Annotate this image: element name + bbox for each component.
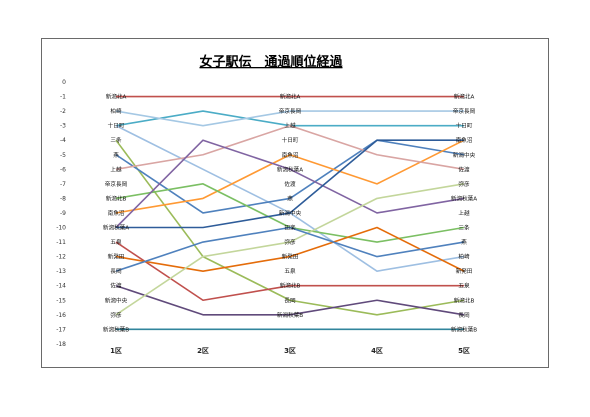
series-line bbox=[115, 226, 465, 272]
y-tick-label: -10 bbox=[56, 225, 66, 232]
data-label: 新潟北A bbox=[106, 93, 127, 101]
y-tick-label: -15 bbox=[56, 297, 66, 304]
chart-title: 女子駅伝 通過順位経過 bbox=[199, 54, 343, 70]
x-axis: 1区 2区 3区 4区 5区 bbox=[110, 347, 470, 355]
data-label: 南魚沼 bbox=[108, 209, 125, 217]
y-tick-label: -6 bbox=[60, 166, 66, 173]
y-tick-label: -1 bbox=[60, 94, 66, 101]
y-tick-label: -11 bbox=[56, 239, 66, 246]
y-tick-label: -13 bbox=[56, 268, 66, 275]
series-line bbox=[115, 110, 464, 127]
x-tick-label: 4区 bbox=[371, 347, 383, 355]
data-label: 上越 bbox=[284, 122, 296, 130]
y-tick-label: -17 bbox=[56, 326, 66, 333]
data-label: 新潟秋葉B bbox=[103, 325, 129, 333]
data-label: 燕 bbox=[113, 151, 119, 159]
data-label: 新潟秋葉B bbox=[277, 311, 303, 319]
data-label: 弥彦 bbox=[458, 180, 470, 188]
data-label: 佐渡 bbox=[110, 282, 122, 290]
data-label: 帝京長岡 bbox=[105, 180, 128, 188]
data-label: 三条 bbox=[458, 224, 470, 232]
data-label: 新発田 bbox=[282, 253, 299, 261]
y-tick-label: -2 bbox=[60, 108, 66, 115]
y-tick-label: -12 bbox=[56, 254, 66, 261]
y-tick-label: -8 bbox=[60, 195, 66, 202]
data-label: 長岡 bbox=[284, 297, 296, 304]
data-label: 三条 bbox=[110, 136, 122, 144]
series-line bbox=[115, 183, 465, 316]
y-tick-label: -7 bbox=[60, 181, 66, 188]
y-tick-label: -5 bbox=[60, 152, 66, 159]
y-tick-label: -16 bbox=[56, 312, 66, 319]
series-line bbox=[115, 241, 464, 302]
series-line bbox=[115, 139, 465, 316]
data-label: 帝京長岡 bbox=[453, 107, 476, 115]
data-label: 新潟秋葉B bbox=[451, 325, 477, 333]
data-label: 柏崎 bbox=[458, 253, 470, 261]
x-tick-label: 3区 bbox=[284, 347, 296, 355]
x-tick-label: 2区 bbox=[197, 347, 209, 355]
y-tick-label: 0 bbox=[62, 79, 66, 86]
data-label: 新潟中央 bbox=[279, 209, 302, 217]
data-label: 十日町 bbox=[282, 136, 299, 144]
data-label: 五泉 bbox=[458, 282, 470, 290]
data-label: 上越 bbox=[110, 165, 122, 173]
series-line bbox=[115, 139, 465, 214]
series-line bbox=[116, 139, 464, 229]
y-tick-label: -3 bbox=[60, 123, 66, 130]
series-lines bbox=[115, 95, 465, 331]
data-label: 柏崎 bbox=[110, 107, 122, 115]
y-axis: 0 -1 -2 -3 -4 -5 -6 -7 -8 -9 -10 -11 -12 -13 -14 -15 -16… bbox=[56, 79, 66, 348]
data-label: 長岡 bbox=[110, 268, 122, 275]
data-label: 新潟北B bbox=[280, 282, 301, 290]
data-label: 弥彦 bbox=[284, 238, 296, 246]
data-label: 帝京長岡 bbox=[279, 107, 302, 115]
data-label: 燕 bbox=[287, 194, 293, 202]
data-label: 五泉 bbox=[110, 238, 122, 246]
chart-svg: 女子駅伝 通過順位経過 0 -1 -2 -3 -4 -5 -6 -7 -8 -9 -10 -11 -12… bbox=[56, 54, 477, 355]
series-line bbox=[115, 139, 465, 214]
data-label: 佐渡 bbox=[458, 165, 470, 173]
data-label: 田楽 bbox=[284, 224, 296, 232]
data-label: 上越 bbox=[458, 209, 470, 217]
data-label: 新潟中央 bbox=[105, 296, 128, 304]
series-line bbox=[115, 226, 465, 272]
data-label: 新潟北B bbox=[454, 296, 475, 304]
chart-frame: 女子駅伝 通過順位経過 0 -1 -2 -3 -4 -5 -6 -7 -8 -9 -10 -11 -12… bbox=[41, 38, 549, 368]
x-tick-label: 1区 bbox=[110, 347, 122, 355]
data-label: 新潟北B bbox=[106, 194, 127, 202]
data-label: 南魚沼 bbox=[456, 136, 473, 144]
y-tick-label: -9 bbox=[60, 210, 66, 217]
data-label: 新潟秋葉A bbox=[451, 194, 477, 202]
series-line bbox=[115, 124, 465, 171]
data-label: 佐渡 bbox=[284, 180, 296, 188]
series-line bbox=[115, 139, 465, 229]
data-label: 新発田 bbox=[108, 253, 125, 261]
series-line bbox=[115, 284, 465, 316]
y-tick-label: -4 bbox=[60, 137, 66, 144]
data-label: 南魚沼 bbox=[282, 151, 299, 159]
data-label: 五泉 bbox=[284, 267, 296, 275]
data-label: 新潟中央 bbox=[453, 151, 476, 159]
data-label: 長岡 bbox=[458, 312, 470, 319]
data-label: 新潟北A bbox=[454, 93, 475, 101]
data-label: 弥彦 bbox=[110, 311, 122, 319]
data-label: 燕 bbox=[461, 238, 467, 246]
data-label: 新潟北A bbox=[280, 93, 301, 101]
x-tick-label: 5区 bbox=[458, 347, 470, 355]
data-label: 十日町 bbox=[456, 122, 473, 130]
y-tick-label: -14 bbox=[56, 283, 66, 290]
data-label: 新潟秋葉A bbox=[277, 165, 303, 173]
point-labels: 新潟北A柏崎十日町三条燕上越帝京長岡新潟北B南魚沼新潟秋葉A五泉新発田長岡佐渡新… bbox=[103, 93, 477, 334]
data-label: 新潟秋葉A bbox=[103, 224, 129, 232]
y-tick-label: -18 bbox=[56, 341, 66, 348]
data-label: 十日町 bbox=[108, 122, 125, 130]
data-label: 新発田 bbox=[456, 267, 473, 275]
